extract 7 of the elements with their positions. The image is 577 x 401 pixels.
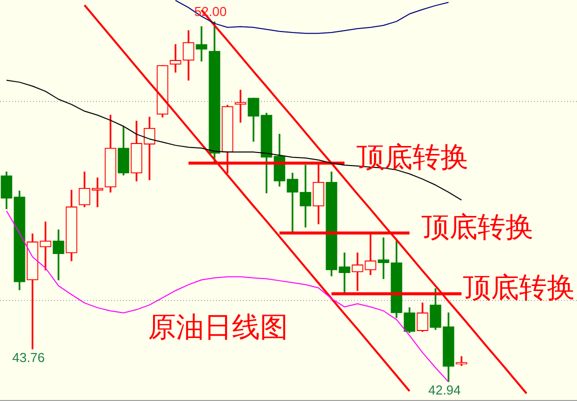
annotation: 42.94 <box>428 382 461 398</box>
series-label: 顶底转换 <box>463 273 575 304</box>
text: 原油日线图 <box>148 312 288 344</box>
annotation: 52.00 <box>194 4 227 19</box>
series-label: 顶底转换 <box>422 212 534 244</box>
annotation: 43.76 <box>12 350 45 366</box>
series-label: 顶底转换 <box>356 142 468 174</box>
